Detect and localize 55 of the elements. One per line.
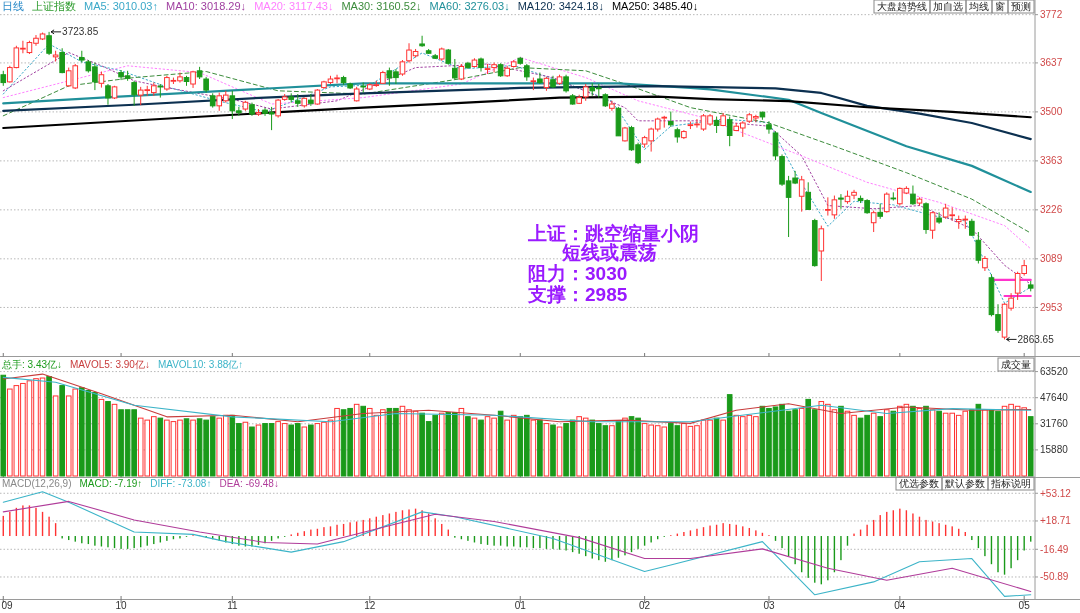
annotation: 窗 xyxy=(995,1,1005,12)
text: DEA: -69.48↓ xyxy=(219,478,279,489)
annotation: 阻力：3030 xyxy=(528,263,628,284)
y-tick-label: +53.12 xyxy=(1040,487,1072,499)
y-tick-label: -16.49 xyxy=(1040,543,1069,555)
y-tick-label: 15880 xyxy=(1040,444,1069,456)
text: MACD: -7.19↑ xyxy=(79,478,143,489)
annotation: 优选参数 xyxy=(899,478,939,489)
x-tick-label: 05 xyxy=(1018,600,1031,611)
x-tick-label: 02 xyxy=(639,600,651,611)
annotation: 均线 xyxy=(968,1,989,12)
annotation: 大盘趋势线 xyxy=(877,1,927,12)
chart-title: 上证指数 xyxy=(32,0,76,12)
text: MA250: 3485.40↓ xyxy=(611,0,699,12)
text: MA60: 3276.03↓ xyxy=(429,0,510,12)
y-tick-label: 3226 xyxy=(1040,204,1063,216)
x-tick-label: 01 xyxy=(514,600,527,611)
annotation: 指标说明 xyxy=(990,478,1031,489)
y-tick-label: 3089 xyxy=(1040,253,1063,265)
chart-subtitle: 日线 xyxy=(2,0,24,12)
y-tick-label: 31760 xyxy=(1040,418,1069,430)
text: MA20: 3117.43↓ xyxy=(254,0,334,12)
annotation: 上证：跳空缩量小阴 xyxy=(527,223,699,244)
x-tick-label: 11 xyxy=(227,600,238,611)
x-tick-label: 04 xyxy=(894,600,906,611)
y-tick-label: 63520 xyxy=(1040,366,1069,378)
y-tick-label: 47640 xyxy=(1040,392,1069,404)
x-tick-label: 10 xyxy=(115,600,128,611)
y-tick-label: 3772 xyxy=(1040,9,1063,21)
y-tick-label: +18.71 xyxy=(1040,515,1072,527)
y-tick-label: 3500 xyxy=(1040,106,1063,118)
series-label: 总手: 3.43亿↓ xyxy=(1,359,63,370)
annotation: 预测 xyxy=(1011,1,1031,12)
text: MAVOL10: 3.88亿↑ xyxy=(157,359,244,370)
y-tick-label: 2953 xyxy=(1040,301,1063,313)
y-tick-label: 3363 xyxy=(1040,155,1063,167)
annotation: 默认参数 xyxy=(944,478,985,489)
text: MA30: 3160.52↓ xyxy=(341,0,422,12)
x-tick-label: 12 xyxy=(364,600,376,611)
text: MA10: 3018.29↓ xyxy=(166,0,247,12)
text: MA120: 3424.18↓ xyxy=(517,0,604,12)
annotation: 3723.85 xyxy=(62,26,99,38)
x-tick-label: 09 xyxy=(1,600,13,611)
y-tick-label: -50.89 xyxy=(1040,571,1069,583)
annotation: 2863.65 xyxy=(1017,333,1055,345)
annotation: 支撑：2985 xyxy=(527,284,628,305)
annotation: 加自选 xyxy=(933,1,963,12)
chart-title: MACD(12,26,9) xyxy=(2,478,72,489)
text: DIFF: -73.08↑ xyxy=(150,478,212,489)
x-tick-label: 03 xyxy=(763,600,775,611)
y-tick-label: 3637 xyxy=(1040,57,1063,69)
series-label: MAVOL5: 3.90亿↓ xyxy=(70,359,150,370)
annotation: 短线或震荡 xyxy=(561,242,657,263)
text: MA5: 3010.03↑ xyxy=(84,0,158,12)
annotation: 成交量 xyxy=(1001,359,1031,370)
